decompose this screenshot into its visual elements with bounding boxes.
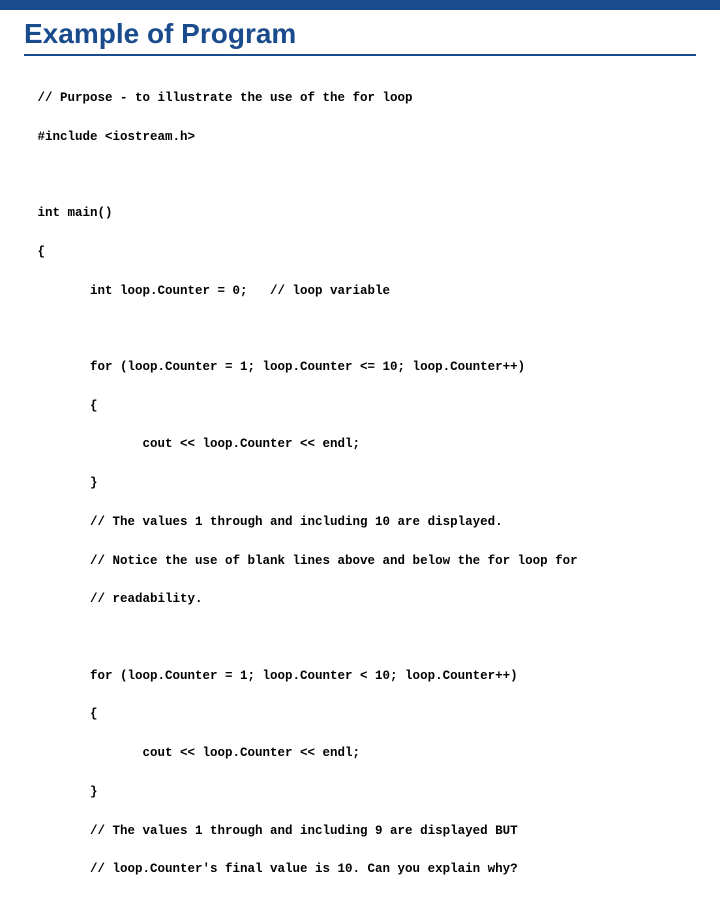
code-line: cout << loop.Counter << endl;: [30, 435, 696, 454]
code-line: // The values 1 through and including 9 …: [30, 822, 696, 841]
code-line: {: [30, 243, 696, 262]
blank-line: [30, 629, 696, 647]
slide-topbar: [0, 0, 720, 10]
code-line: int loop.Counter = 0; // loop variable: [30, 282, 696, 301]
code-line: // Notice the use of blank lines above a…: [30, 552, 696, 571]
code-line: // loop.Counter's final value is 10. Can…: [30, 860, 696, 879]
code-line: for (loop.Counter = 1; loop.Counter <= 1…: [30, 358, 696, 377]
blank-line: [30, 167, 696, 185]
code-line: // Purpose - to illustrate the use of th…: [30, 89, 696, 108]
code-line: }: [30, 783, 696, 802]
code-line: cout << loop.Counter << endl;: [30, 744, 696, 763]
code-line: // The values 1 through and including 10…: [30, 513, 696, 532]
code-line: for (loop.Counter = 1; loop.Counter < 10…: [30, 667, 696, 686]
code-line: #include <iostream.h>: [30, 128, 696, 147]
slide-title: Example of Program: [0, 10, 720, 54]
code-line: }: [30, 474, 696, 493]
code-line: int main(): [30, 204, 696, 223]
code-line: {: [30, 705, 696, 724]
title-underline: [24, 54, 696, 56]
code-line: // readability.: [30, 590, 696, 609]
blank-line: [30, 321, 696, 339]
code-block: // Purpose - to illustrate the use of th…: [0, 70, 720, 899]
code-line: {: [30, 397, 696, 416]
